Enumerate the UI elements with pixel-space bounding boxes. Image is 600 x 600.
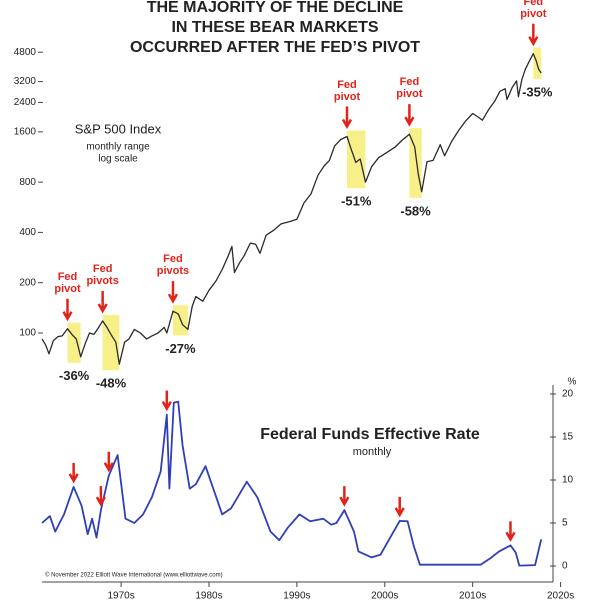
decline-label: -51% bbox=[341, 194, 372, 209]
y-tick-label: 4800 bbox=[14, 47, 37, 58]
y-tick-label: 3200 bbox=[14, 76, 37, 87]
y-tick-label: 5 bbox=[562, 518, 568, 529]
credit: © November 2022 Elliott Wave Internation… bbox=[45, 572, 223, 579]
subtitle: log scale bbox=[98, 154, 138, 165]
series-line bbox=[41, 53, 542, 365]
decline-label: -48% bbox=[96, 376, 127, 391]
pivot-note: Fed pivot bbox=[54, 270, 81, 295]
decline-label: -36% bbox=[59, 368, 90, 383]
y-tick-label: 15 bbox=[562, 432, 574, 443]
pivot-note: Fed pivot bbox=[333, 78, 361, 103]
series-label: S&P 500 Index bbox=[75, 121, 162, 136]
y-tick-label: 400 bbox=[19, 227, 36, 238]
pivot-note: Fed pivots bbox=[156, 253, 190, 278]
pivot-note: Fed pivots bbox=[86, 262, 119, 287]
bear-market-highlight bbox=[409, 128, 422, 198]
x-tick-label: 2010s bbox=[459, 591, 486, 600]
y-tick-label: 200 bbox=[19, 277, 36, 288]
y-tick-label: 20 bbox=[562, 389, 574, 400]
y-tick-label: 0 bbox=[562, 561, 568, 572]
y-tick-label: 10 bbox=[562, 475, 574, 486]
bear-market-highlight bbox=[102, 314, 120, 371]
decline-label: -35% bbox=[522, 84, 553, 99]
pivot-arrow bbox=[528, 23, 539, 47]
y-tick-label: 1600 bbox=[14, 127, 37, 138]
decline-label: -27% bbox=[165, 341, 196, 356]
pivot-arrow bbox=[394, 496, 405, 518]
x-tick-label: 1970s bbox=[107, 591, 134, 600]
pivot-note: Fed pivot bbox=[520, 0, 547, 20]
y-tick-label: 2400 bbox=[14, 97, 37, 108]
x-tick-label: 2000s bbox=[371, 591, 398, 600]
bear-market-highlight bbox=[346, 130, 366, 189]
subtitle: monthly bbox=[353, 446, 392, 458]
pivot-arrow bbox=[404, 104, 415, 127]
pivot-arrow bbox=[341, 106, 353, 130]
y-tick-label: 800 bbox=[19, 177, 36, 188]
chart-title: THE MAJORITY OF THE DECLINE bbox=[147, 0, 404, 16]
decline-label: -58% bbox=[400, 203, 431, 218]
pivot-arrow bbox=[167, 281, 179, 304]
pivot-arrow bbox=[97, 290, 108, 314]
chart-title: Federal Funds Effective Rate bbox=[260, 426, 480, 443]
pivot-arrow bbox=[68, 462, 79, 484]
pivot-note: Fed pivot bbox=[396, 76, 423, 101]
pivot-arrow bbox=[505, 521, 516, 542]
chart-title: IN THESE BEAR MARKETS bbox=[171, 19, 378, 36]
subtitle: monthly range bbox=[86, 142, 150, 153]
pivot-arrow bbox=[95, 486, 106, 507]
y-tick-label: 100 bbox=[19, 328, 36, 339]
y-unit: % bbox=[568, 377, 577, 388]
x-tick-label: 2020s bbox=[547, 591, 574, 600]
bear-market-highlight bbox=[67, 322, 81, 363]
pivot-arrow bbox=[339, 486, 350, 507]
pivot-arrow bbox=[161, 390, 172, 412]
x-tick-label: 1980s bbox=[195, 591, 222, 600]
x-tick-label: 1990s bbox=[283, 591, 310, 600]
series-line bbox=[41, 400, 543, 567]
pivot-arrow bbox=[62, 298, 73, 322]
chart-title: OCCURRED AFTER THE FED’S PIVOT bbox=[130, 39, 420, 56]
pivot-arrow bbox=[103, 451, 114, 473]
